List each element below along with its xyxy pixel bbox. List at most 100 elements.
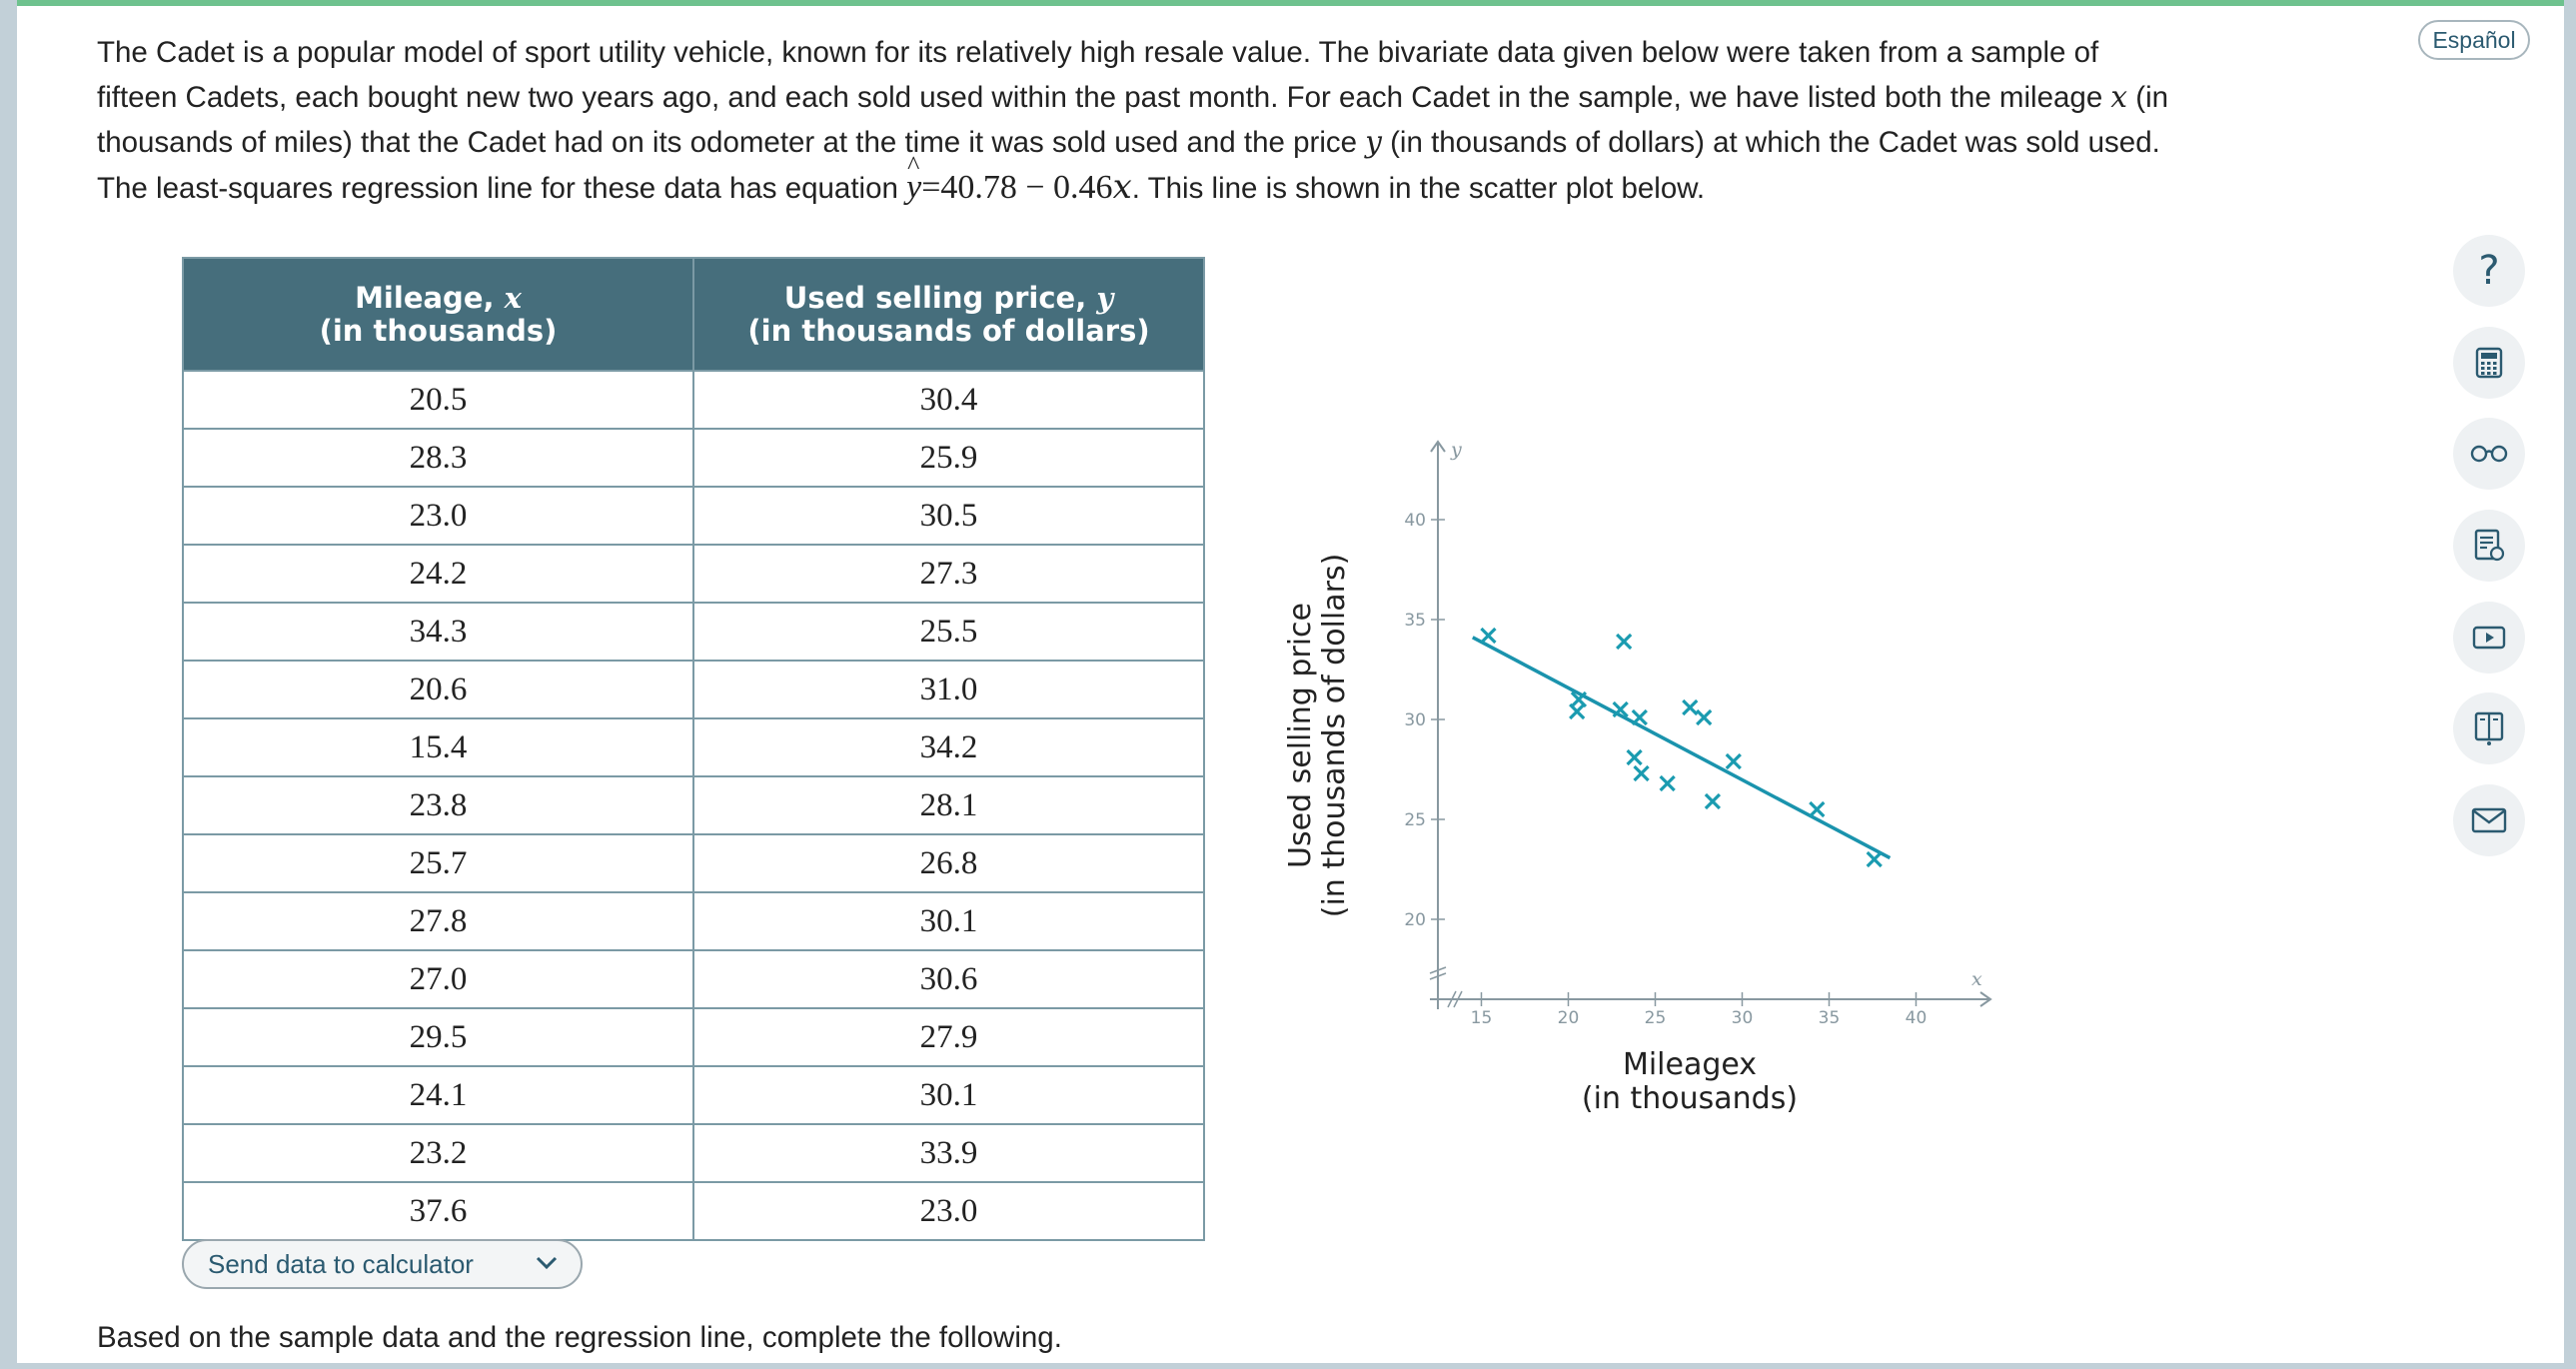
price-cell: 30.1	[692, 1065, 1205, 1125]
mileage-cell: 28.3	[182, 428, 694, 488]
left-margin-bar	[0, 0, 17, 1369]
mileage-cell: 27.0	[182, 949, 694, 1009]
x-tick-label: 15	[1471, 1008, 1493, 1028]
regression-equation: ^ y=40.78 − 0.46x	[906, 151, 1132, 207]
scatter-point	[1704, 792, 1722, 810]
y-axis-arrow	[1430, 440, 1446, 453]
intro-line-4: The least-squares regression line for th…	[97, 151, 1706, 207]
mileage-cell: 34.3	[182, 602, 694, 662]
table-row: 37.6 23.0	[182, 1181, 1205, 1241]
x-axis-arrow	[1979, 991, 1992, 1007]
scatter-point	[1696, 708, 1713, 726]
y-axis-variable: y	[1450, 439, 1462, 461]
table-row: 29.5 27.9	[182, 1007, 1205, 1067]
price-cell: 31.0	[692, 660, 1205, 719]
bottom-margin-bar	[0, 1363, 2576, 1369]
mileage-cell: 29.5	[182, 1007, 694, 1067]
notes-icon[interactable]	[2453, 510, 2525, 582]
scatter-point	[1682, 698, 1699, 716]
x-tick-label: 35	[1819, 1008, 1841, 1028]
x-tick-label: 20	[1558, 1008, 1580, 1028]
scatter-point	[1480, 627, 1497, 645]
mileage-cell: 23.2	[182, 1123, 694, 1183]
y-axis-break	[1429, 966, 1447, 980]
table-row: 20.6 31.0	[182, 660, 1205, 719]
calculator-icon[interactable]	[2453, 327, 2525, 399]
mileage-cell: 20.6	[182, 660, 694, 719]
table-row: 15.4 34.2	[182, 717, 1205, 777]
glasses-icon[interactable]	[2453, 418, 2525, 490]
x-tick-label: 25	[1645, 1008, 1667, 1028]
help-icon[interactable]: ?	[2453, 235, 2525, 307]
table-row: 34.3 25.5	[182, 602, 1205, 662]
scatter-point	[1631, 708, 1648, 726]
price-cell: 33.9	[692, 1123, 1205, 1183]
table-row: 27.8 30.1	[182, 891, 1205, 951]
x-axis-label-line1: Mileagex	[1623, 1047, 1757, 1082]
price-cell: 27.3	[692, 544, 1205, 604]
y-tick-label: 35	[1404, 611, 1426, 631]
scatter-point	[1725, 752, 1742, 770]
regression-line	[1471, 636, 1892, 860]
video-icon[interactable]	[2453, 602, 2525, 674]
send-data-to-calculator-button[interactable]: Send data to calculator	[182, 1239, 583, 1289]
table-row: 23.2 33.9	[182, 1123, 1205, 1183]
x-axis-break	[1447, 990, 1463, 1008]
price-cell: 30.6	[692, 949, 1205, 1009]
mileage-cell: 23.8	[182, 775, 694, 835]
table-row: 20.5 30.4	[182, 370, 1205, 430]
mileage-cell: 24.2	[182, 544, 694, 604]
price-cell: 30.5	[692, 486, 1205, 546]
price-cell: 23.0	[692, 1181, 1205, 1241]
espanol-language-button[interactable]: Español	[2418, 20, 2530, 60]
progress-top-bar	[0, 0, 2576, 6]
x-tick-label: 40	[1906, 1008, 1928, 1028]
column-header-price: Used selling price, y (in thousands of d…	[692, 257, 1205, 372]
y-tick-label: 25	[1404, 810, 1426, 830]
table-row: 23.8 28.1	[182, 775, 1205, 835]
scatter-point	[1809, 800, 1826, 818]
price-cell: 27.9	[692, 1007, 1205, 1067]
scatter-point	[1866, 850, 1883, 868]
scatter-plot: 20 25 30 35 40 15 20 25 30 35 40 y x Used selling pr…	[1283, 439, 1992, 1116]
table-row: 24.1 30.1	[182, 1065, 1205, 1125]
table-header-row: Mileage, x (in thousands) Used selling p…	[182, 257, 1205, 372]
chevron-down-icon	[536, 1256, 558, 1270]
table-row: 28.3 25.9	[182, 428, 1205, 488]
price-cell: 25.9	[692, 428, 1205, 488]
mileage-cell: 27.8	[182, 891, 694, 951]
y-tick-label: 40	[1404, 511, 1426, 531]
mileage-cell: 37.6	[182, 1181, 694, 1241]
email-icon[interactable]	[2453, 784, 2525, 856]
price-cell: 26.8	[692, 833, 1205, 893]
question-prompt: Based on the sample data and the regress…	[97, 1321, 1062, 1354]
x-axis-variable: x	[1971, 968, 1982, 990]
price-cell: 30.4	[692, 370, 1205, 430]
table-row: 23.0 30.5	[182, 486, 1205, 546]
textbook-icon[interactable]	[2453, 692, 2525, 764]
scatter-point	[1612, 700, 1629, 718]
table-row: 27.0 30.6	[182, 949, 1205, 1009]
mileage-cell: 25.7	[182, 833, 694, 893]
scatter-point	[1570, 690, 1588, 708]
y-tick-label: 30	[1404, 710, 1426, 730]
price-cell: 28.1	[692, 775, 1205, 835]
mileage-cell: 20.5	[182, 370, 694, 430]
y-axis-label-line1: Used selling price	[1283, 603, 1318, 868]
chart-marks	[1471, 627, 1892, 868]
mileage-cell: 23.0	[182, 486, 694, 546]
intro-line-2: fifteen Cadets, each bought new two year…	[97, 80, 2169, 114]
scatter-point	[1616, 633, 1633, 651]
chart-axes: 20 25 30 35 40 15 20 25 30 35 40 y x	[1404, 439, 1992, 1028]
problem-statement: The Cadet is a popular model of sport ut…	[97, 30, 2395, 210]
scatter-point	[1626, 748, 1643, 766]
column-header-mileage: Mileage, x (in thousands)	[182, 257, 694, 372]
scatter-point	[1659, 774, 1676, 792]
intro-line-1: The Cadet is a popular model of sport ut…	[97, 36, 2099, 69]
price-cell: 34.2	[692, 717, 1205, 777]
price-cell: 30.1	[692, 891, 1205, 951]
x-tick-label: 30	[1732, 1008, 1754, 1028]
y-axis-label-line2: (in thousands of dollars)	[1317, 554, 1352, 918]
table-row: 24.2 27.3	[182, 544, 1205, 604]
scatter-point	[1633, 764, 1650, 782]
